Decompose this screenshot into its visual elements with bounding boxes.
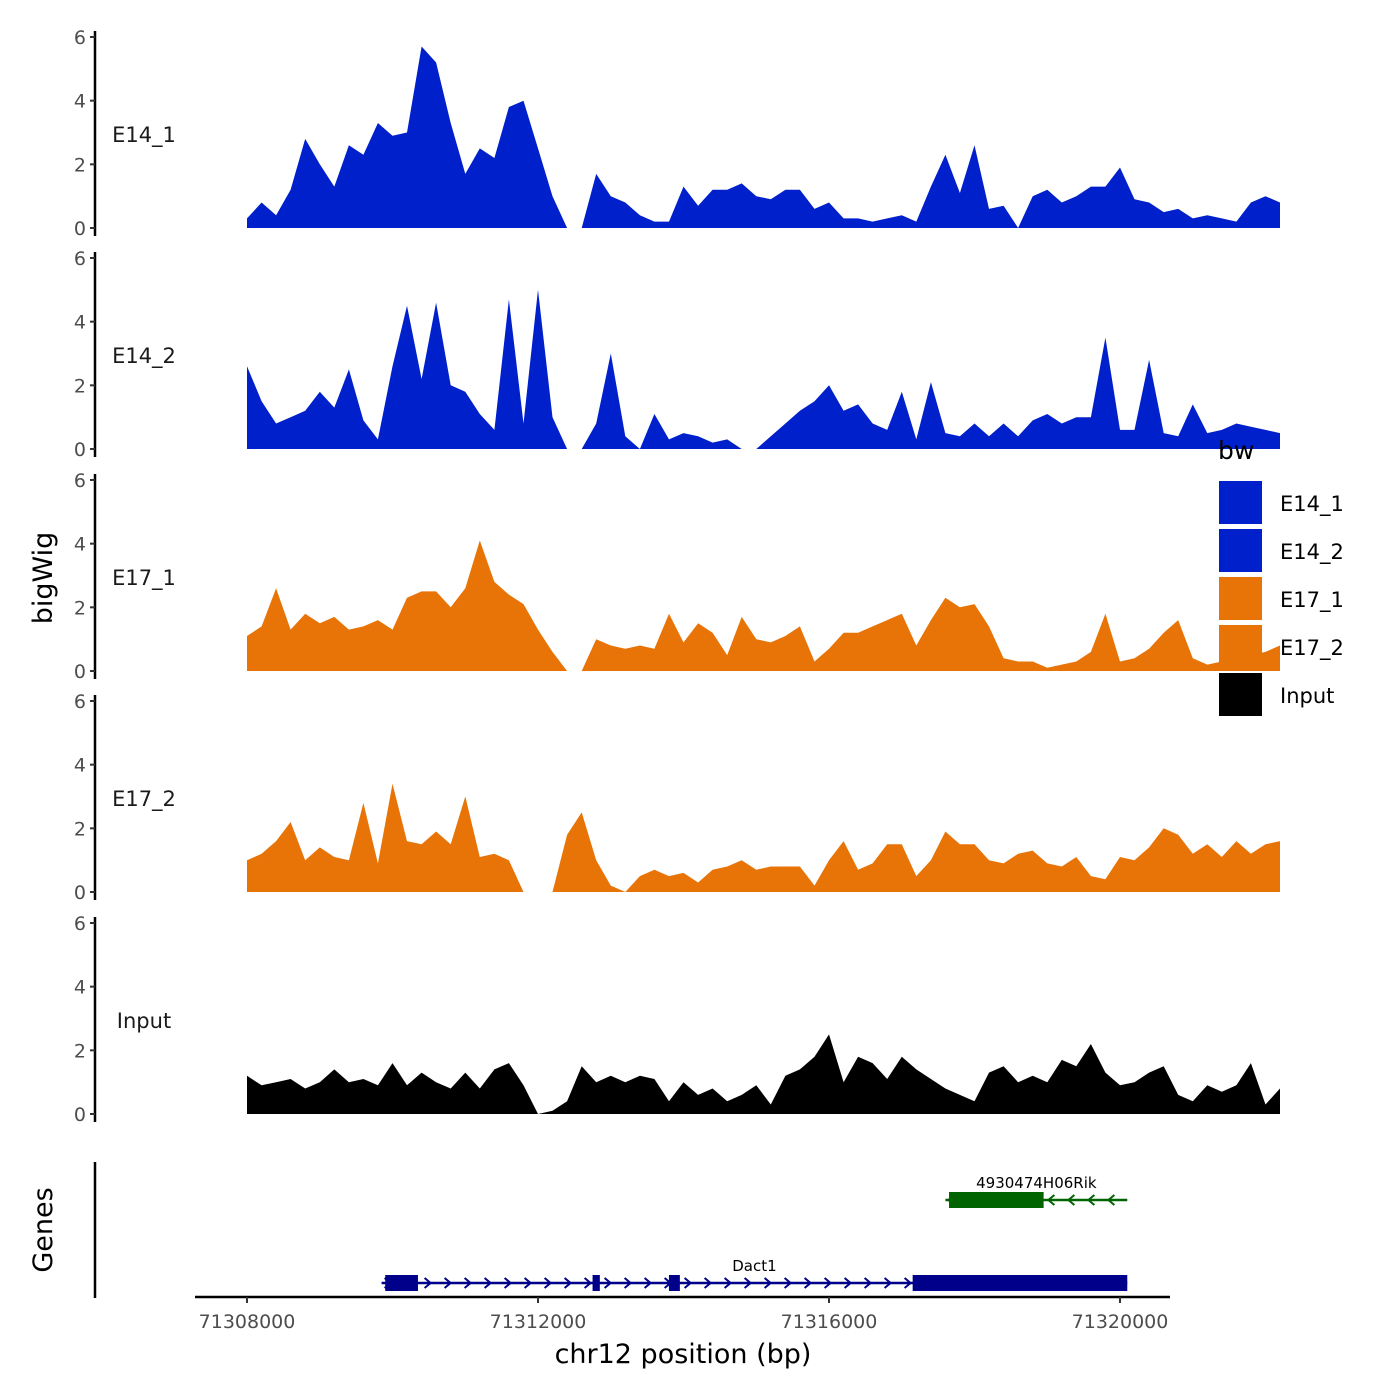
legend-swatch-Input [1219,673,1262,716]
genes-panel: 4930474H06Rik Dact1 [93,1162,1128,1298]
strand-chevron [783,1277,793,1289]
strand-chevron [823,1277,833,1289]
track-label: E14_2 [112,344,176,369]
x-tick-label: 71312000 [490,1311,587,1333]
strand-chevron [903,1277,913,1289]
y-tick-label: 2 [74,818,86,840]
track-label: E17_2 [112,787,176,812]
legend-swatch-E17_1 [1219,577,1262,620]
strand-chevron [703,1277,713,1289]
strand-chevron [843,1277,853,1289]
gene-label: 4930474H06Rik [976,1174,1097,1192]
strand-chevron [423,1277,433,1289]
gene-Dact1: Dact1 [381,1257,1128,1291]
coverage-tracks: 0 2 4 6 E14_1 0 2 4 6 E14_2 0 2 4 6 E17_1 0 2 4 6 E17_2 0 2 4 6… [74,27,1280,1126]
y-tick-label: 4 [74,755,86,777]
strand-chevron [643,1277,653,1289]
strand-chevron [723,1277,733,1289]
y-tick-label: 6 [74,691,86,713]
coverage-area-E17_1 [247,540,1280,671]
track-label: Input [117,1009,171,1033]
x-axis-title: chr12 position (bp) [555,1339,812,1370]
track-E17_1: 0 2 4 6 E17_1 [74,470,1280,683]
y-tick-label: 6 [74,470,86,492]
track-E14_1: 0 2 4 6 E14_1 [74,27,1280,240]
coverage-area-E17_2 [247,783,1280,892]
legend-label: E14_2 [1280,540,1344,565]
x-tick-label: 71308000 [199,1311,296,1333]
strand-chevron [463,1277,473,1289]
track-E14_2: 0 2 4 6 E14_2 [74,248,1280,461]
legend-title: bw [1218,436,1254,465]
strand-chevron [583,1277,593,1289]
y-tick-label: 4 [74,534,86,556]
strand-chevron [863,1277,873,1289]
legend-swatch-E14_2 [1219,529,1262,572]
gene-exon [592,1275,600,1291]
coverage-area-E14_2 [247,289,1280,449]
gene-exon [385,1275,418,1291]
strand-chevron [1086,1194,1096,1206]
y-tick-label: 0 [74,661,86,683]
legend-label: E17_2 [1280,636,1344,661]
strand-chevron [763,1277,773,1289]
strand-chevron [603,1277,613,1289]
genes-axis-title: Genes [28,1187,59,1272]
gene-4930474H06Rik: 4930474H06Rik [945,1174,1128,1208]
y-tick-label: 0 [74,882,86,904]
track-label: E17_1 [112,566,176,591]
coverage-area-Input [247,1034,1280,1114]
y-tick-label: 2 [74,375,86,397]
gene-exon [949,1192,1044,1208]
y-tick-label: 4 [74,977,86,999]
legend-label: E17_1 [1280,588,1344,613]
y-tick-label: 6 [74,248,86,270]
legend: bw E14_1 E14_2 E17_1 E17_2 Input [1218,436,1344,716]
y-axis-title: bigWig [28,532,59,625]
y-tick-label: 2 [74,597,86,619]
legend-swatch-E17_2 [1219,625,1262,668]
strand-chevron [683,1277,693,1289]
x-tick-label: 71316000 [781,1311,878,1333]
y-tick-label: 2 [74,1040,86,1062]
strand-chevron [443,1277,453,1289]
strand-chevron [1106,1194,1116,1206]
legend-swatch-E14_1 [1219,481,1262,524]
track-E17_2: 0 2 4 6 E17_2 [74,691,1280,904]
strand-chevron [803,1277,813,1289]
y-tick-label: 4 [74,91,86,113]
track-Input: 0 2 4 6 Input [74,913,1280,1126]
strand-chevron [743,1277,753,1289]
y-tick-label: 6 [74,27,86,49]
y-tick-label: 0 [74,439,86,461]
gene-exon [668,1275,680,1291]
strand-chevron [543,1277,553,1289]
y-tick-label: 6 [74,913,86,935]
strand-chevron [1066,1194,1076,1206]
strand-chevron [1046,1194,1056,1206]
y-tick-label: 4 [74,312,86,334]
coverage-area-E14_1 [247,46,1280,228]
y-tick-label: 0 [74,218,86,240]
track-label: E14_1 [112,123,176,148]
gene-label: Dact1 [732,1257,776,1275]
strand-chevron [563,1277,573,1289]
strand-chevron [623,1277,633,1289]
strand-chevron [483,1277,493,1289]
y-tick-label: 0 [74,1104,86,1126]
x-tick-label: 71320000 [1072,1311,1169,1333]
strand-chevron [523,1277,533,1289]
legend-label: E14_1 [1280,492,1344,517]
strand-chevron [503,1277,513,1289]
x-axis: 71308000 71312000 71316000 71320000 [195,1295,1170,1333]
y-tick-label: 2 [74,154,86,176]
strand-chevron [883,1277,893,1289]
gene-exon [912,1275,1128,1291]
legend-label: Input [1280,684,1334,708]
